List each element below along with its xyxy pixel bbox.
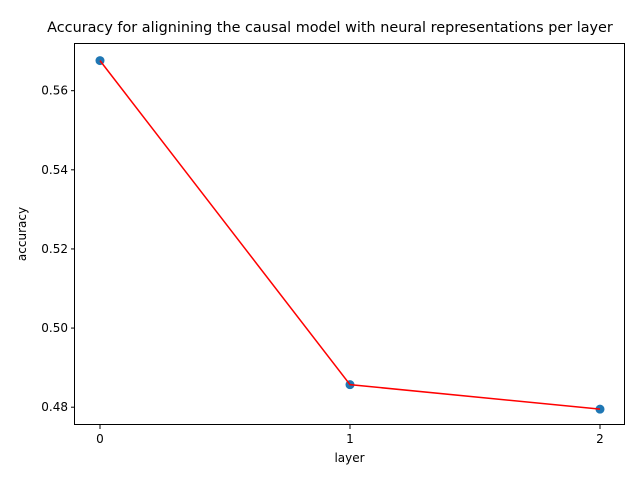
y-tick-label: 0.48 — [41, 400, 68, 414]
x-tick-label: 2 — [596, 432, 604, 446]
x-tick-label: 0 — [96, 432, 104, 446]
y-tick-label: 0.54 — [41, 163, 68, 177]
plot-area — [95, 56, 605, 414]
y-tick-label: 0.52 — [41, 242, 68, 256]
y-tick-label: 0.56 — [41, 84, 68, 98]
x-axis-label: layer — [334, 451, 364, 465]
chart-title: Accuracy for alignining the causal model… — [47, 20, 613, 36]
series-line — [99, 60, 601, 410]
y-axis-label: accuracy — [15, 207, 29, 261]
x-tick-label: 1 — [346, 432, 354, 446]
y-tick-label: 0.50 — [41, 321, 68, 335]
axes-frame — [74, 43, 625, 425]
